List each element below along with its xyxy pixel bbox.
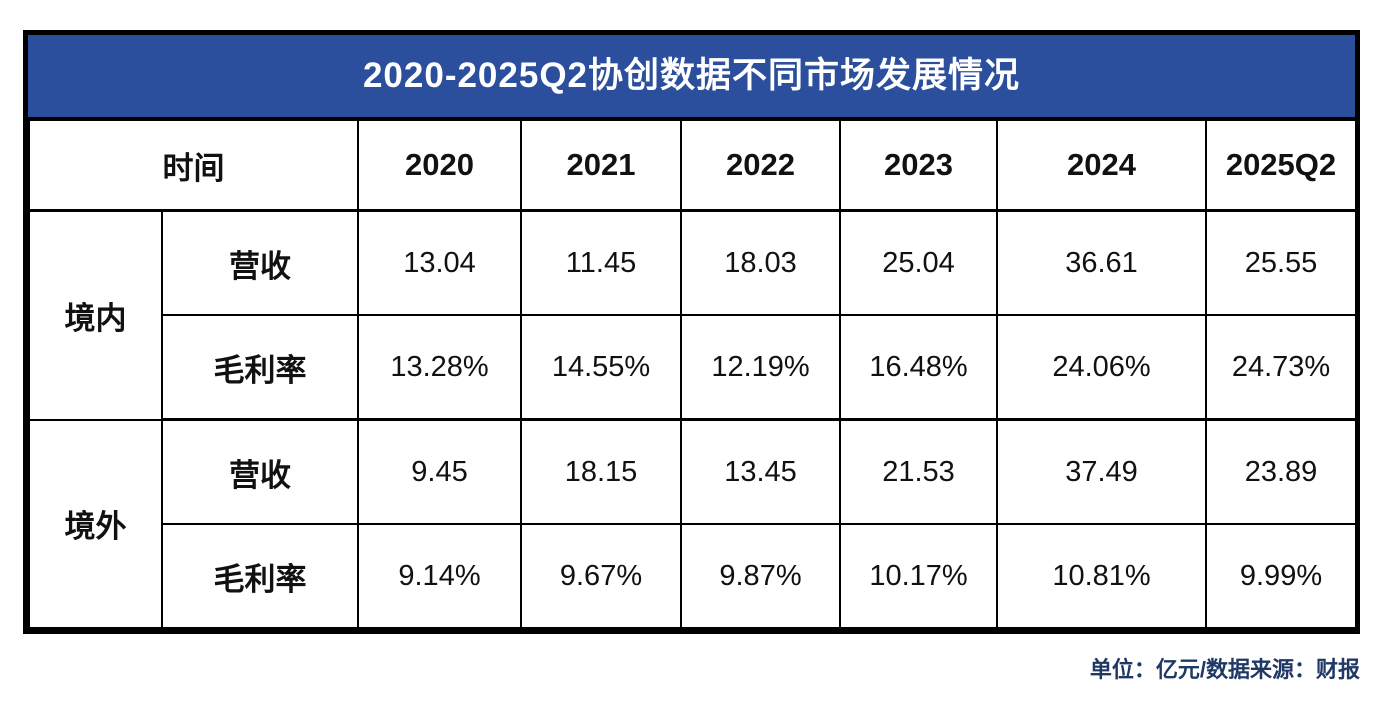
value-cell: 9.87%: [680, 523, 841, 629]
value-cell: 10.81%: [996, 523, 1207, 629]
group-cell-domestic: 境内: [28, 209, 163, 421]
table-row-domestic-margin: 毛利率 13.28% 14.55% 12.19% 16.48% 24.06% 2…: [29, 314, 1357, 421]
value-cell: 25.55: [1205, 209, 1357, 316]
value-cell: 13.04: [357, 209, 522, 316]
value-cell: 37.49: [996, 418, 1207, 525]
header-cell-year-2021: 2021: [520, 119, 682, 212]
metric-cell-revenue: 营收: [161, 209, 359, 316]
value-cell: 36.61: [996, 209, 1207, 316]
value-cell: 12.19%: [680, 314, 841, 421]
metric-cell-revenue: 营收: [161, 418, 359, 525]
value-cell: 24.06%: [996, 314, 1207, 421]
metric-cell-gross-margin: 毛利率: [161, 523, 359, 629]
financial-table: 2020-2025Q2协创数据不同市场发展情况 时间 2020 2021 202…: [23, 30, 1360, 634]
value-cell: 13.45: [680, 418, 841, 525]
value-cell: 14.55%: [520, 314, 682, 421]
table-row-overseas-margin: 毛利率 9.14% 9.67% 9.87% 10.17% 10.81% 9.99…: [29, 523, 1357, 629]
value-cell: 9.14%: [357, 523, 522, 629]
value-cell: 9.67%: [520, 523, 682, 629]
value-cell: 25.04: [839, 209, 998, 316]
table-title: 2020-2025Q2协创数据不同市场发展情况: [28, 35, 1355, 119]
value-cell: 13.28%: [357, 314, 522, 421]
value-cell: 16.48%: [839, 314, 998, 421]
header-cell-year-2025q2: 2025Q2: [1205, 119, 1357, 212]
data-table: 时间 2020 2021 2022 2023 2024 2025Q2 境内 营收…: [28, 119, 1357, 629]
value-cell: 9.45: [357, 418, 522, 525]
header-cell-year-2022: 2022: [680, 119, 841, 212]
unit-source-note: 单位：亿元/数据来源：财报: [1089, 657, 1360, 682]
value-cell: 21.53: [839, 418, 998, 525]
header-cell-year-2023: 2023: [839, 119, 998, 212]
value-cell: 9.99%: [1205, 523, 1357, 629]
value-cell: 18.03: [680, 209, 841, 316]
group-cell-overseas: 境外: [28, 418, 163, 629]
value-cell: 23.89: [1205, 418, 1357, 525]
value-cell: 10.17%: [839, 523, 998, 629]
value-cell: 24.73%: [1205, 314, 1357, 421]
metric-cell-gross-margin: 毛利率: [161, 314, 359, 421]
table-row-domestic-revenue: 境内 营收 13.04 11.45 18.03 25.04 36.61 25.5…: [28, 209, 1357, 421]
header-row: 时间 2020 2021 2022 2023 2024 2025Q2: [28, 119, 1357, 212]
value-cell: 11.45: [520, 209, 682, 316]
value-cell: 18.15: [520, 418, 682, 525]
header-cell-year-2020: 2020: [357, 119, 522, 212]
table-row-overseas-revenue: 境外 营收 9.45 18.15 13.45 21.53 37.49 23.89: [28, 418, 1357, 629]
header-cell-year-2024: 2024: [996, 119, 1207, 212]
header-cell-time: 时间: [28, 119, 359, 212]
